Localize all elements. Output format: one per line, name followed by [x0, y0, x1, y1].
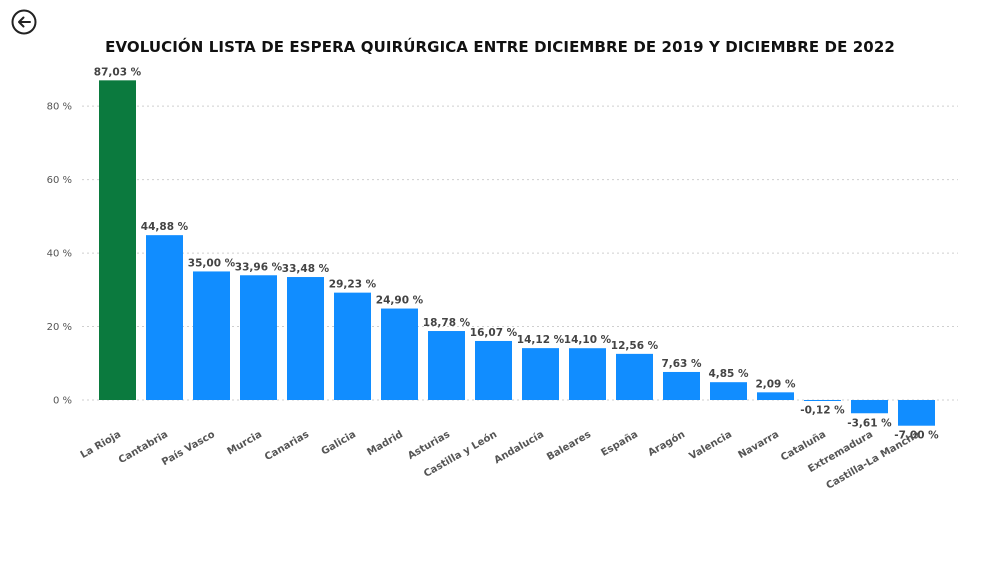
- bar: [898, 400, 935, 426]
- data-label: -3,61 %: [847, 417, 892, 429]
- bar: [287, 277, 324, 400]
- x-tick-label: Baleares: [545, 429, 593, 463]
- bar: [710, 382, 747, 400]
- data-label: 18,78 %: [423, 317, 471, 329]
- x-tick-label: Galicia: [320, 429, 358, 457]
- bar: [193, 271, 230, 400]
- bar: [475, 340, 512, 400]
- data-label: 87,03 %: [94, 66, 142, 78]
- y-tick-label: 80 %: [47, 102, 72, 113]
- bar: [522, 348, 559, 400]
- bar: [851, 400, 888, 414]
- x-tick-label: Aragón: [646, 428, 687, 459]
- bar: [99, 80, 136, 400]
- data-label: 16,07 %: [470, 327, 518, 339]
- y-tick-label: 0 %: [53, 396, 72, 407]
- data-label: 4,85 %: [708, 368, 749, 380]
- x-tick-label: País Vasco: [160, 428, 218, 468]
- y-tick-label: 60 %: [47, 175, 72, 186]
- bar: [240, 275, 277, 400]
- data-label: 29,23 %: [329, 279, 377, 291]
- data-label: 12,56 %: [611, 340, 659, 352]
- data-label: -7,00 %: [894, 430, 939, 442]
- bar: [146, 235, 183, 400]
- x-tick-label: Navarra: [737, 429, 781, 461]
- x-tick-label: Canarias: [263, 429, 311, 463]
- y-tick-label: 20 %: [47, 322, 72, 333]
- data-label: 35,00 %: [188, 257, 236, 269]
- bar: [381, 308, 418, 400]
- x-tick-label: España: [599, 429, 640, 459]
- bar: [569, 348, 606, 400]
- data-label: 33,96 %: [235, 261, 283, 273]
- data-label: -0,12 %: [800, 404, 845, 416]
- x-tick-label: Murcia: [225, 429, 264, 458]
- data-label: 33,48 %: [282, 263, 330, 275]
- data-label: 14,12 %: [517, 334, 565, 346]
- bar: [663, 371, 700, 400]
- bar: [804, 400, 841, 401]
- data-label: 14,10 %: [564, 334, 612, 346]
- data-label: 2,09 %: [755, 378, 796, 390]
- x-tick-label: Madrid: [365, 429, 405, 458]
- bar: [616, 353, 653, 400]
- data-label: 24,90 %: [376, 295, 424, 307]
- bar: [757, 392, 794, 400]
- bar: [334, 292, 371, 400]
- data-label: 44,88 %: [141, 221, 189, 233]
- y-tick-label: 40 %: [47, 249, 72, 260]
- back-button[interactable]: [10, 8, 38, 36]
- data-label: 7,63 %: [661, 358, 702, 370]
- chart-title: EVOLUCIÓN LISTA DE ESPERA QUIRÚRGICA ENT…: [105, 38, 895, 56]
- arrow-left-circle-icon: [11, 9, 37, 35]
- bar: [428, 331, 465, 400]
- x-tick-label: Valencia: [687, 429, 734, 462]
- x-tick-label: Andalucía: [492, 428, 546, 466]
